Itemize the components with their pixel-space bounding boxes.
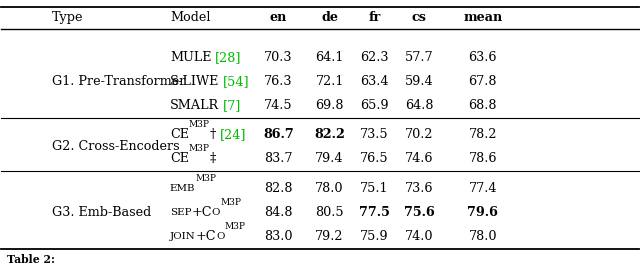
Text: M3P: M3P: [220, 198, 241, 207]
Text: +C: +C: [191, 206, 212, 219]
Text: 78.0: 78.0: [316, 182, 344, 195]
Text: S-LIWE: S-LIWE: [170, 75, 220, 88]
Text: 75.6: 75.6: [404, 206, 435, 219]
Text: CE: CE: [170, 152, 189, 165]
Text: M3P: M3P: [195, 174, 216, 183]
Text: 64.1: 64.1: [316, 51, 344, 64]
Text: 63.6: 63.6: [468, 51, 497, 64]
Text: CE: CE: [170, 128, 189, 141]
Text: 73.6: 73.6: [404, 182, 433, 195]
Text: G2. Cross-Encoders: G2. Cross-Encoders: [52, 140, 179, 153]
Text: 84.8: 84.8: [264, 206, 292, 219]
Text: M3P: M3P: [189, 144, 210, 153]
Text: de: de: [321, 11, 338, 24]
Text: MULE: MULE: [170, 51, 211, 64]
Text: 72.1: 72.1: [316, 75, 344, 88]
Text: 82.8: 82.8: [264, 182, 292, 195]
Text: O: O: [216, 232, 225, 241]
Text: 83.0: 83.0: [264, 230, 292, 243]
Text: 82.2: 82.2: [314, 128, 345, 141]
Text: M3P: M3P: [189, 120, 210, 129]
Text: ‡: ‡: [210, 152, 216, 165]
Text: [7]: [7]: [223, 99, 241, 112]
Text: 78.0: 78.0: [468, 230, 497, 243]
Text: †: †: [210, 128, 220, 141]
Text: 77.4: 77.4: [468, 182, 497, 195]
Text: SEP: SEP: [170, 208, 191, 217]
Text: 70.3: 70.3: [264, 51, 292, 64]
Text: 62.3: 62.3: [360, 51, 388, 64]
Text: 69.8: 69.8: [316, 99, 344, 112]
Text: 68.8: 68.8: [468, 99, 497, 112]
Text: 76.5: 76.5: [360, 152, 388, 165]
Text: 57.7: 57.7: [404, 51, 433, 64]
Text: 83.7: 83.7: [264, 152, 292, 165]
Text: 74.5: 74.5: [264, 99, 293, 112]
Text: G3. Emb-Based: G3. Emb-Based: [52, 206, 151, 219]
Text: 63.4: 63.4: [360, 75, 388, 88]
Text: Type: Type: [52, 11, 83, 24]
Text: M3P: M3P: [225, 222, 245, 231]
Text: mean: mean: [463, 11, 502, 24]
Text: 79.4: 79.4: [316, 152, 344, 165]
Text: 70.2: 70.2: [404, 128, 433, 141]
Text: 59.4: 59.4: [404, 75, 433, 88]
Text: 64.8: 64.8: [404, 99, 433, 112]
Text: +C: +C: [196, 230, 216, 243]
Text: 80.5: 80.5: [316, 206, 344, 219]
Text: 78.6: 78.6: [468, 152, 497, 165]
Text: SMALR: SMALR: [170, 99, 219, 112]
Text: 77.5: 77.5: [359, 206, 390, 219]
Text: G1. Pre-Transformer: G1. Pre-Transformer: [52, 75, 185, 88]
Text: cs: cs: [412, 11, 426, 24]
Text: 74.6: 74.6: [404, 152, 433, 165]
Text: [24]: [24]: [220, 128, 246, 141]
Text: en: en: [270, 11, 287, 24]
Text: [54]: [54]: [223, 75, 250, 88]
Text: 73.5: 73.5: [360, 128, 388, 141]
Text: 76.3: 76.3: [264, 75, 292, 88]
Text: 86.7: 86.7: [263, 128, 294, 141]
Text: 65.9: 65.9: [360, 99, 388, 112]
Text: O: O: [212, 208, 220, 217]
Text: 79.6: 79.6: [467, 206, 499, 219]
Text: Table 2:: Table 2:: [7, 254, 55, 265]
Text: Model: Model: [170, 11, 211, 24]
Text: fr: fr: [368, 11, 380, 24]
Text: 67.8: 67.8: [468, 75, 497, 88]
Text: 78.2: 78.2: [468, 128, 497, 141]
Text: 79.2: 79.2: [316, 230, 344, 243]
Text: [28]: [28]: [215, 51, 242, 64]
Text: 75.1: 75.1: [360, 182, 388, 195]
Text: 75.9: 75.9: [360, 230, 388, 243]
Text: 74.0: 74.0: [404, 230, 433, 243]
Text: EMB: EMB: [170, 184, 195, 193]
Text: JOIN: JOIN: [170, 232, 196, 241]
